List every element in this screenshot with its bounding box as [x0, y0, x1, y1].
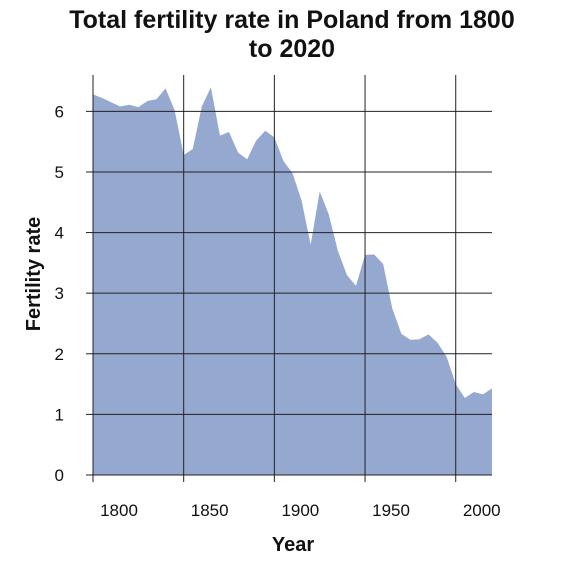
x-tick-label: 2000: [463, 501, 501, 520]
x-axis-label: Year: [272, 534, 314, 556]
y-tick-label: 6: [55, 102, 64, 121]
x-tick-label: 1900: [281, 501, 319, 520]
y-tick-label: 3: [55, 284, 64, 303]
y-tick-label: 2: [55, 345, 64, 364]
y-axis-label: Fertility rate: [23, 217, 45, 331]
chart-title-line-2: to 2020: [248, 35, 336, 63]
chart-title-line-1: Total fertility rate in Poland from 1800: [69, 6, 515, 34]
x-tick-label: 1800: [100, 501, 138, 520]
series-area-0: [93, 87, 492, 476]
y-tick-label: 0: [55, 466, 64, 485]
y-tick-label: 4: [55, 224, 64, 243]
x-tick-label: 1950: [372, 501, 410, 520]
y-tick-label: 5: [55, 163, 64, 182]
chart-title: Total fertility rate in Poland from 1800…: [0, 6, 584, 64]
y-tick-label: 1: [55, 405, 64, 424]
x-tick-label: 1850: [191, 501, 229, 520]
